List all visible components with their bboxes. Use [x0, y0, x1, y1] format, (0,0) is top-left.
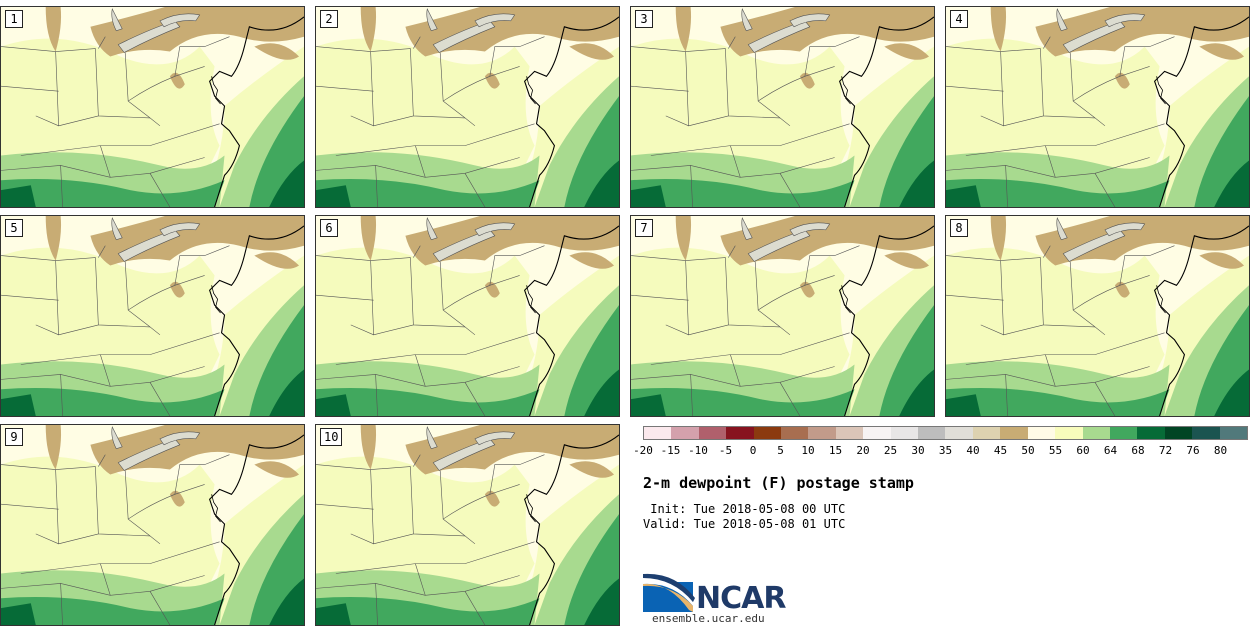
colorbar-swatch — [644, 427, 672, 439]
ncar-logo-text: NCAR — [696, 581, 786, 616]
colorbar-swatch — [1192, 427, 1220, 439]
map-panel-9: 9 — [0, 424, 305, 626]
colorbar-swatch — [753, 427, 782, 439]
colorbar-swatch — [698, 427, 727, 439]
colorbar-tick-label: 25 — [883, 444, 898, 457]
colorbar-tick-label: 0 — [749, 444, 757, 457]
colorbar-tick-label: 50 — [1021, 444, 1035, 457]
panel-number: 4 — [950, 10, 968, 28]
panel-number: 2 — [320, 10, 338, 28]
website-url: ensemble.ucar.edu — [652, 612, 765, 625]
colorbar-tick-label: -5 — [718, 444, 733, 457]
panel-number: 8 — [950, 219, 968, 237]
time-info: Init: Tue 2018-05-08 00 UTC Valid: Tue 2… — [643, 502, 845, 532]
panel-number: 9 — [5, 428, 23, 446]
colorbar-swatch — [945, 427, 973, 439]
colorbar-tick-label: 40 — [966, 444, 980, 457]
panel-number: 5 — [5, 219, 23, 237]
colorbar — [643, 426, 1248, 440]
panel-number: 1 — [5, 10, 23, 28]
panel-number: 6 — [320, 219, 338, 237]
map-panel-1: 1 — [0, 6, 305, 208]
colorbar-tick-label: 15 — [828, 444, 843, 457]
colorbar-tick-label: 80 — [1213, 444, 1228, 457]
colorbar-tick-label: 5 — [777, 444, 784, 457]
colorbar-swatch — [726, 427, 754, 439]
colorbar-swatch — [972, 427, 1001, 439]
colorbar-tick-label: -10 — [688, 444, 708, 457]
colorbar-tick-label: 76 — [1186, 444, 1200, 457]
valid-time: Valid: Tue 2018-05-08 01 UTC — [643, 517, 846, 531]
colorbar-tick-label: 30 — [911, 444, 925, 457]
map-panel-6: 6 — [315, 215, 620, 417]
colorbar-swatch — [1027, 427, 1056, 439]
colorbar-swatch — [835, 427, 864, 439]
panel-number: 3 — [635, 10, 653, 28]
map-panel-7: 7 — [630, 215, 935, 417]
colorbar-tick-label: 45 — [993, 444, 1008, 457]
colorbar-tick-label: 72 — [1158, 444, 1173, 457]
panel-number: 7 — [635, 219, 653, 237]
colorbar-ticks: -20 -15 -10 -5 0 5 10 15 20 25 30 35 40 45 50 55 60 64 68 7… — [633, 444, 1248, 460]
map-panel-10: 10 — [315, 424, 620, 626]
colorbar-tick-label: 68 — [1131, 444, 1145, 457]
colorbar-swatch — [808, 427, 836, 439]
colorbar-swatch — [1055, 427, 1083, 439]
colorbar-tick-label: 60 — [1076, 444, 1090, 457]
colorbar-tick-label: -20 — [633, 444, 653, 457]
colorbar-swatch — [1164, 427, 1193, 439]
colorbar-tick-label: 35 — [938, 444, 953, 457]
colorbar-tick-label: 20 — [856, 444, 870, 457]
map-panel-3: 3 — [630, 6, 935, 208]
colorbar-tick-label: 64 — [1103, 444, 1118, 457]
init-time: Init: Tue 2018-05-08 00 UTC — [643, 502, 846, 516]
colorbar-swatch — [671, 427, 699, 439]
colorbar-swatch — [918, 427, 946, 439]
colorbar-swatch — [1137, 427, 1165, 439]
colorbar-swatch — [1109, 427, 1138, 439]
colorbar-tick-label: 10 — [801, 444, 815, 457]
colorbar-swatch — [781, 427, 809, 439]
colorbar-tick-label: 55 — [1048, 444, 1063, 457]
colorbar-swatch — [863, 427, 891, 439]
map-panel-8: 8 — [945, 215, 1250, 417]
ncar-logo-icon — [643, 573, 695, 612]
colorbar-tick-label: -15 — [660, 444, 681, 457]
colorbar-swatch — [890, 427, 919, 439]
map-panel-5: 5 — [0, 215, 305, 417]
panel-number: 10 — [320, 428, 343, 446]
map-panel-2: 2 — [315, 6, 620, 208]
map-panel-4: 4 — [945, 6, 1250, 208]
colorbar-swatch — [1219, 427, 1247, 439]
colorbar-swatch — [1082, 427, 1110, 439]
colorbar-swatch — [1000, 427, 1028, 439]
chart-title: 2-m dewpoint (F) postage stamp — [643, 474, 914, 492]
